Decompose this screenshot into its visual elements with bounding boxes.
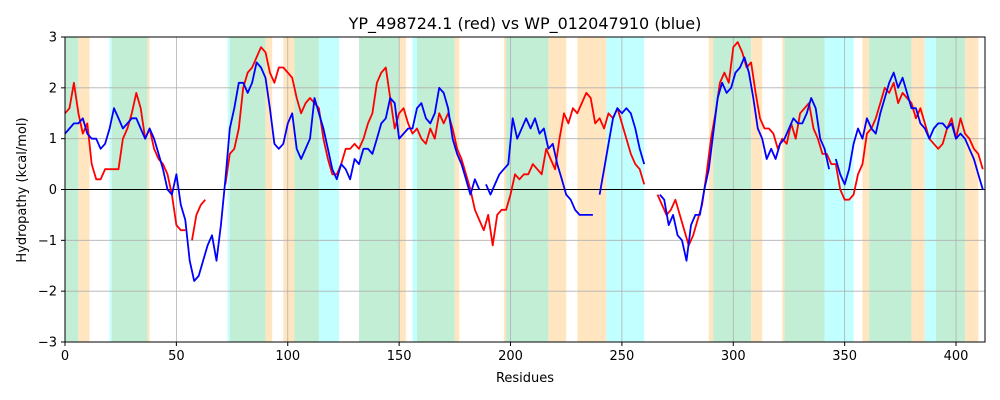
y-tick-label: 1 — [49, 132, 57, 147]
x-tick-label: 150 — [387, 349, 412, 364]
series-line-blue — [834, 71, 984, 190]
series-line-blue — [485, 117, 593, 216]
x-tick-label: 300 — [721, 349, 746, 364]
series-line-red — [191, 199, 206, 241]
series-line-red — [224, 46, 646, 247]
series-lines — [64, 41, 984, 282]
y-tick-label: 3 — [49, 31, 57, 46]
x-axis-ticks: 0 50 100 150 200 250 300 350 400 — [61, 342, 969, 364]
y-tick-label: −2 — [38, 285, 57, 300]
y-axis-ticks: −3 −2 −1 0 1 2 3 — [38, 31, 65, 351]
series-line-blue — [64, 61, 481, 282]
x-tick-label: 350 — [832, 349, 857, 364]
x-tick-label: 250 — [609, 349, 634, 364]
series-line-blue — [598, 107, 646, 195]
x-tick-label: 100 — [275, 349, 300, 364]
x-tick-label: 0 — [61, 349, 69, 364]
chart-title: YP_498724.1 (red) vs WP_012047910 (blue) — [348, 14, 702, 34]
y-tick-label: −3 — [38, 336, 57, 351]
series-line-blue — [659, 56, 830, 262]
x-tick-label: 50 — [168, 349, 185, 364]
y-tick-label: 0 — [49, 183, 57, 198]
x-axis-label: Residues — [496, 371, 554, 386]
x-tick-label: 400 — [944, 349, 969, 364]
x-tick-label: 200 — [498, 349, 523, 364]
y-tick-label: 2 — [49, 81, 57, 96]
y-axis-label: Hydropathy (kcal/mol) — [15, 117, 30, 262]
y-tick-label: −1 — [38, 234, 57, 249]
